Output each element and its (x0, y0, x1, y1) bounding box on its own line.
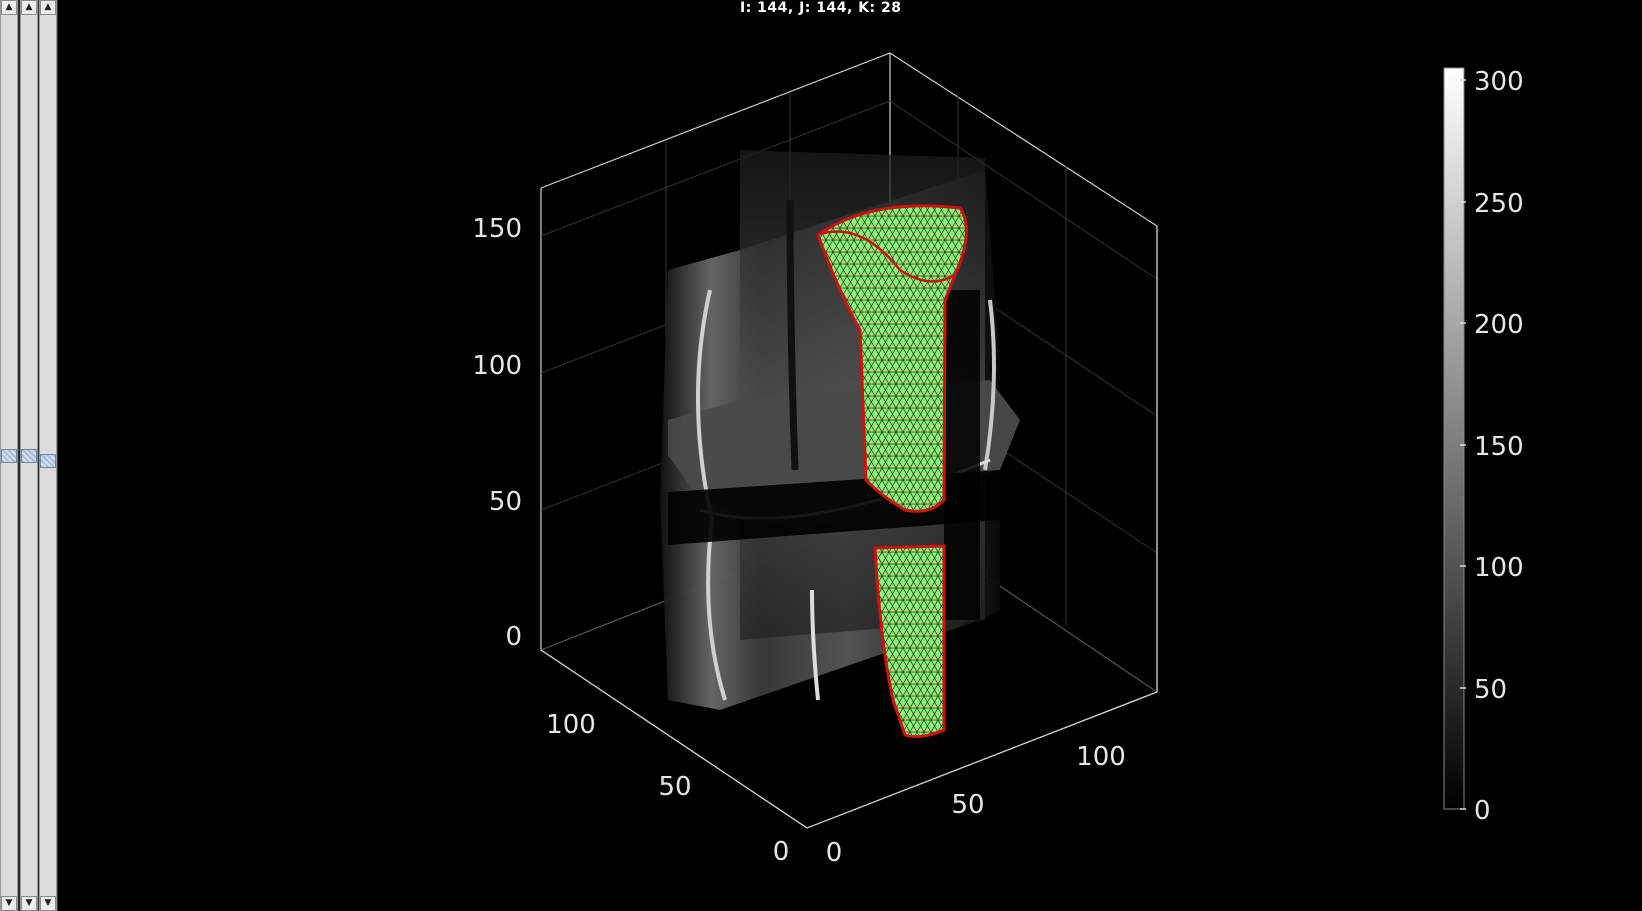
z-axis-ticks: 0 50 100 150 (472, 214, 522, 652)
y-axis-ticks: 0 50 100 (546, 710, 789, 867)
y-tick-0: 0 (773, 837, 790, 867)
x-tick-50: 50 (951, 790, 984, 820)
colorbar-tick-250: 250 (1474, 189, 1524, 219)
colorbar-tick-200: 200 (1474, 310, 1524, 340)
y-tick-100: 100 (546, 710, 596, 740)
colorbar-tick-50: 50 (1474, 675, 1507, 705)
colorbar-tick-100: 100 (1474, 553, 1524, 583)
x-tick-0: 0 (826, 838, 843, 868)
z-tick-100: 100 (472, 351, 522, 381)
colorbar-tick-0: 0 (1474, 796, 1491, 826)
colorbar-tick-300: 300 (1474, 67, 1524, 97)
x-axis-ticks: 0 50 100 (826, 742, 1126, 868)
colorbar: 0 50 100 150 200 250 300 (1444, 67, 1524, 826)
x-tick-100: 100 (1076, 742, 1126, 772)
z-tick-150: 150 (472, 214, 522, 244)
z-tick-0: 0 (505, 622, 522, 652)
colorbar-tick-150: 150 (1474, 432, 1524, 462)
y-tick-50: 50 (658, 772, 691, 802)
z-tick-50: 50 (489, 487, 522, 517)
